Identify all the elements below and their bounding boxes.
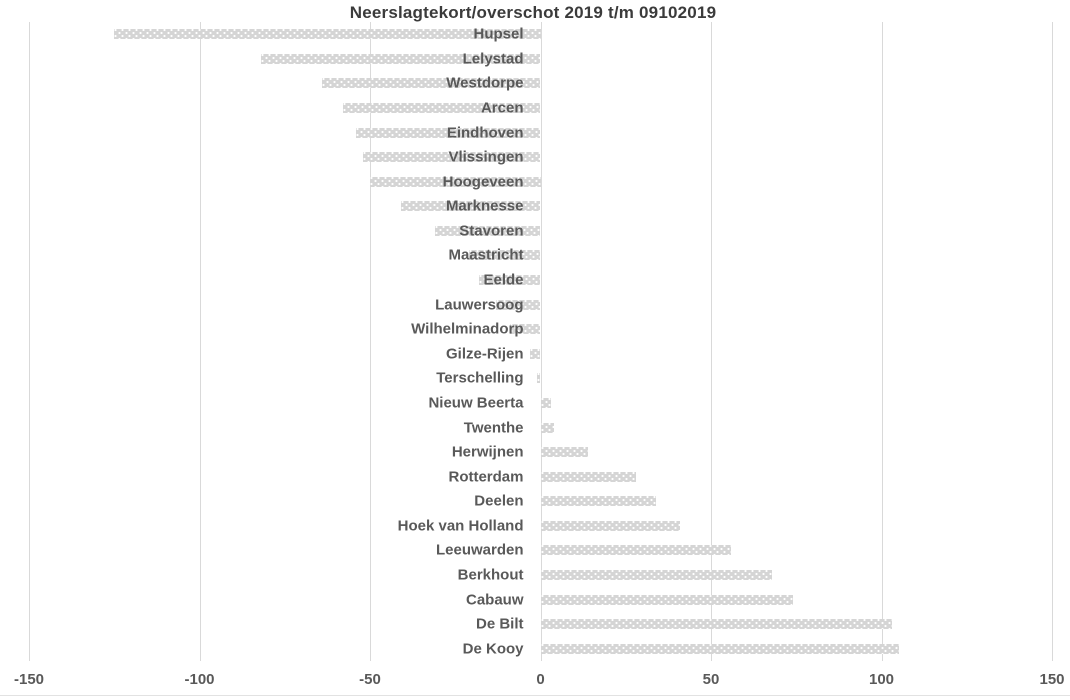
bar-wilhelminadorp xyxy=(509,324,541,335)
category-label: Lelystad xyxy=(462,50,524,68)
category-label: Nieuw Beerta xyxy=(428,394,524,412)
gridline-x--100 xyxy=(199,22,201,661)
chart-row: Wilhelminadorp xyxy=(29,317,1052,342)
chart-row: Westdorpe xyxy=(29,71,1052,96)
category-label: Westdorpe xyxy=(446,74,524,92)
gridline-x-0 xyxy=(540,22,542,661)
chart-row: Stavoren xyxy=(29,219,1052,244)
bar-cabauw xyxy=(540,594,793,605)
chart-row: Terschelling xyxy=(29,366,1052,391)
category-label: Terschelling xyxy=(436,369,524,387)
chart-row: Twenthe xyxy=(29,415,1052,440)
category-label: Stavoren xyxy=(459,222,524,240)
bar-maastricht xyxy=(468,250,541,261)
bar-lelystad xyxy=(260,53,541,64)
chart-row: De Bilt xyxy=(29,612,1052,637)
category-label: Vlissingen xyxy=(448,148,524,166)
category-label: Rotterdam xyxy=(448,468,524,486)
bar-lauwersoog xyxy=(496,299,541,310)
bar-gilze-rijen xyxy=(530,348,541,359)
chart-row: De Kooy xyxy=(29,636,1052,661)
chart-row: Deelen xyxy=(29,489,1052,514)
bar-twenthe xyxy=(540,422,555,433)
bar-westdorpe xyxy=(322,78,541,89)
bar-leeuwarden xyxy=(540,545,732,556)
category-label: Hupsel xyxy=(473,25,524,43)
bar-de-bilt xyxy=(540,619,892,630)
chart-row: Hoogeveen xyxy=(29,169,1052,194)
gridline-x-50 xyxy=(710,22,712,661)
category-label: Berkhout xyxy=(457,566,524,584)
bar-arcen xyxy=(342,103,541,113)
bar-stavoren xyxy=(434,225,541,236)
chart-row: Maastricht xyxy=(29,243,1052,268)
category-label: Hoek van Holland xyxy=(397,517,524,535)
chart-row: Hoek van Holland xyxy=(29,514,1052,539)
category-label: Eelde xyxy=(483,271,524,289)
category-label: Herwijnen xyxy=(451,443,524,461)
plot-area: Hupsel Lelystad Westdorpe Arcen Eindhoven Vli… xyxy=(28,22,1053,661)
category-label: Hoogeveen xyxy=(442,173,524,191)
chart-row: Marknesse xyxy=(29,194,1052,219)
bar-hoogeveen xyxy=(370,176,541,187)
chart-row: Hupsel xyxy=(29,22,1052,47)
bar-deelen xyxy=(540,496,657,507)
chart-row: Arcen xyxy=(29,96,1052,121)
chart-row: Berkhout xyxy=(29,563,1052,588)
x-tick-label-0: 0 xyxy=(536,671,545,688)
category-label: Wilhelminadorp xyxy=(411,320,524,338)
gridline-x--150 xyxy=(28,22,30,661)
category-label: Leeuwarden xyxy=(435,541,524,559)
gridline-x-100 xyxy=(881,22,883,661)
x-tick-label-100: 100 xyxy=(868,671,895,688)
bar-herwijnen xyxy=(540,447,589,458)
chart-row: Vlissingen xyxy=(29,145,1052,170)
x-tick-label-150: 150 xyxy=(1039,671,1065,688)
chart-row: Eindhoven xyxy=(29,120,1052,145)
category-label: De Bilt xyxy=(475,615,524,633)
bar-marknesse xyxy=(400,201,541,212)
chart-row: Lelystad xyxy=(29,47,1052,72)
category-label: De Kooy xyxy=(462,640,524,658)
bar-terschelling xyxy=(537,373,541,384)
chart-row: Lauwersoog xyxy=(29,292,1052,317)
x-tick-label--50: -50 xyxy=(359,671,381,688)
chart-row: Leeuwarden xyxy=(29,538,1052,563)
bar-hoek-van-holland xyxy=(540,520,681,531)
x-tick-label-50: 50 xyxy=(702,671,720,688)
chart-row: Gilze-Rijen xyxy=(29,342,1052,367)
category-label: Deelen xyxy=(474,492,524,510)
bar-nieuw-beerta xyxy=(540,397,551,408)
chart-row: Rotterdam xyxy=(29,464,1052,489)
category-label: Lauwersoog xyxy=(435,296,524,314)
category-label: Twenthe xyxy=(463,419,524,436)
bar-berkhout xyxy=(540,569,773,580)
chart-row: Cabauw xyxy=(29,587,1052,612)
gridline-x--50 xyxy=(369,22,371,661)
category-label: Gilze-Rijen xyxy=(445,345,524,363)
gridline-x-150 xyxy=(1051,22,1053,661)
chart-row: Nieuw Beerta xyxy=(29,391,1052,416)
bar-vlissingen xyxy=(363,152,541,163)
x-tick-label--100: -100 xyxy=(184,671,215,688)
category-label: Arcen xyxy=(480,99,524,117)
category-label: Eindhoven xyxy=(446,124,524,142)
category-label: Marknesse xyxy=(445,197,524,215)
chart-bottom-border xyxy=(0,695,1070,696)
bar-de-kooy xyxy=(540,643,899,654)
bar-rotterdam xyxy=(540,471,636,482)
bar-hupsel xyxy=(114,29,541,40)
bar-eelde xyxy=(479,275,541,286)
chart-row: Eelde xyxy=(29,268,1052,293)
category-label: Maastricht xyxy=(448,246,524,264)
chart-row: Herwijnen xyxy=(29,440,1052,465)
category-label: Cabauw xyxy=(465,591,524,609)
x-tick-label--150: -150 xyxy=(13,671,45,688)
chart-title: Neerslagtekort/overschot 2019 t/m 091020… xyxy=(349,3,717,22)
bar-eindhoven xyxy=(356,127,541,138)
